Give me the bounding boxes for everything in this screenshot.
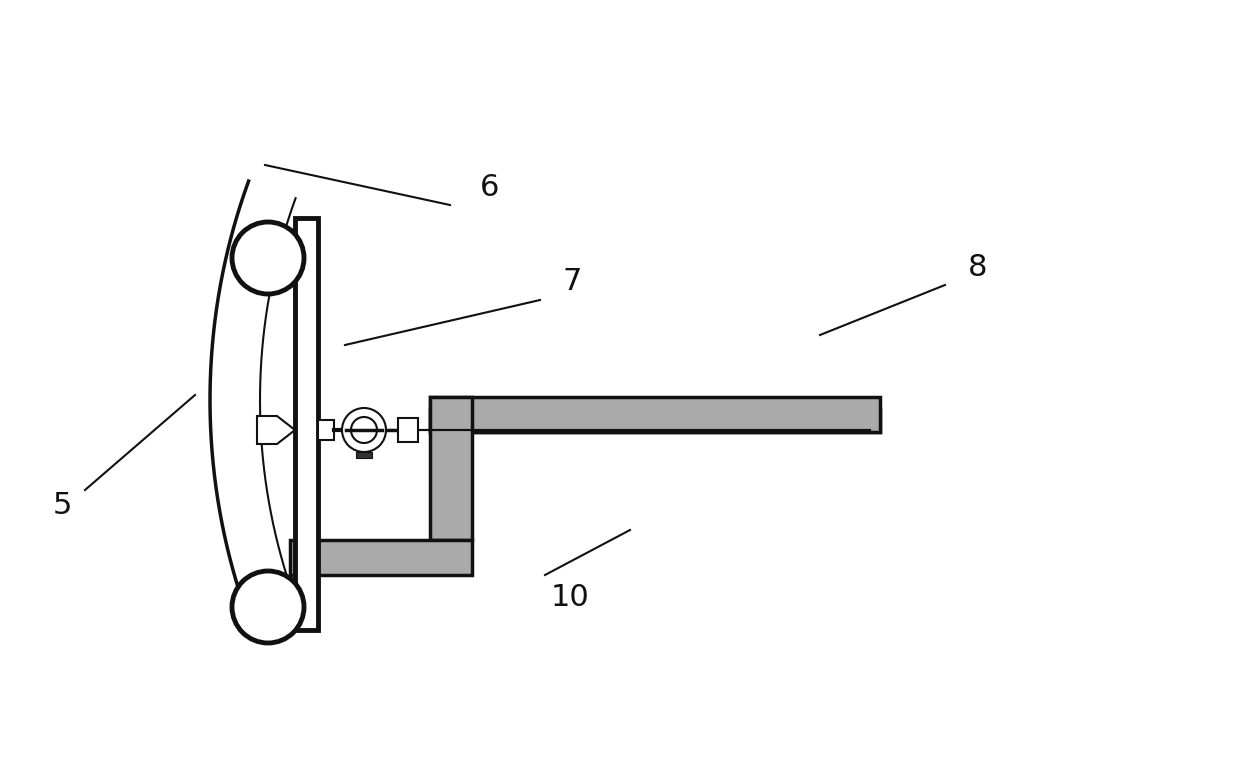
Circle shape [232,571,304,643]
Bar [356,452,372,458]
Text: 5: 5 [52,490,72,520]
Circle shape [342,408,386,452]
Bar [295,218,317,630]
Bar [398,418,418,442]
Bar [430,397,880,432]
Text: 6: 6 [480,173,500,202]
Polygon shape [257,416,295,444]
Text: 8: 8 [968,254,988,283]
Text: 7: 7 [562,268,582,296]
Text: 10: 10 [551,582,589,612]
Bar [317,420,334,440]
Bar [430,410,880,432]
Bar [290,540,472,575]
Circle shape [351,417,377,443]
Bar [430,397,472,540]
Circle shape [232,222,304,294]
